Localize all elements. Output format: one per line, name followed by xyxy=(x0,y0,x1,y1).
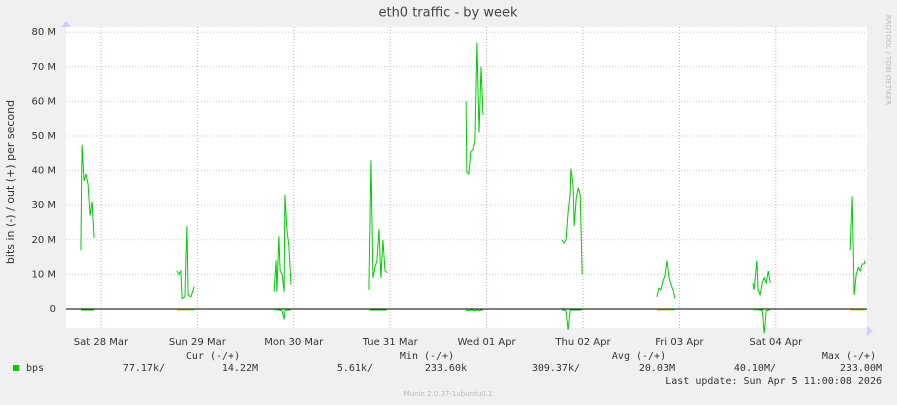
marks xyxy=(80,42,866,334)
y-tick-label: 70 M xyxy=(31,62,56,73)
x-tick-label: Sun 29 Mar xyxy=(169,337,227,348)
y-axis-label: bits in (-) / out (+) per second xyxy=(4,100,17,264)
y-tick-label: 80 M xyxy=(31,27,56,38)
x-tick-label: Tue 31 Mar xyxy=(362,337,419,348)
y-tick-label: 60 M xyxy=(31,96,56,107)
stat-value: 20.03M xyxy=(639,363,675,374)
y-tick-label: 40 M xyxy=(31,166,56,177)
x-tick-label: Fri 03 Apr xyxy=(655,337,704,348)
x-tick-label: Sat 28 Mar xyxy=(74,337,129,348)
x-tick-label: Wed 01 Apr xyxy=(457,337,516,348)
series-line xyxy=(80,309,865,334)
x-arrow xyxy=(867,326,873,336)
footer: Munin 2.0.37-1ubuntu0.1 xyxy=(404,390,493,398)
stat-value: 233.00M xyxy=(840,363,882,374)
stat-value: 309.37k/ xyxy=(532,363,580,374)
stat-header: Avg (-/+) xyxy=(612,351,666,362)
y-tick-label: 10 M xyxy=(31,269,56,280)
stat-value: 14.22M xyxy=(222,363,258,374)
series-line xyxy=(80,42,866,300)
y-tick-label: 20 M xyxy=(31,235,56,246)
last-update: Last update: Sun Apr 5 11:00:08 2026 xyxy=(665,376,882,387)
y-tick-label: 0 xyxy=(50,304,56,315)
grid xyxy=(66,27,867,328)
plot-area xyxy=(66,27,867,328)
stat-header: Max (-/+) xyxy=(822,351,876,362)
stat-header: Min (-/+) xyxy=(400,351,454,362)
y-tick-label: 50 M xyxy=(31,131,56,142)
stat-value: 40.10M/ xyxy=(734,363,776,374)
x-tick-label: Sat 04 Apr xyxy=(749,337,803,348)
legend-label: bps xyxy=(26,363,44,374)
chart-title: eth0 traffic - by week xyxy=(378,6,518,21)
watermark: RRDTOOL / TOBI OETIKER xyxy=(884,15,892,105)
stat-value: 77.17k/ xyxy=(123,363,165,374)
x-tick-label: Thu 02 Apr xyxy=(554,337,611,348)
y-arrow xyxy=(61,21,71,27)
stat-value: 5.61k/ xyxy=(337,363,373,374)
stat-value: 233.60k xyxy=(425,363,467,374)
y-tick-label: 30 M xyxy=(31,200,56,211)
x-tick-label: Mon 30 Mar xyxy=(264,337,324,348)
stat-header: Cur (-/+) xyxy=(186,351,240,362)
legend-swatch xyxy=(13,365,19,371)
